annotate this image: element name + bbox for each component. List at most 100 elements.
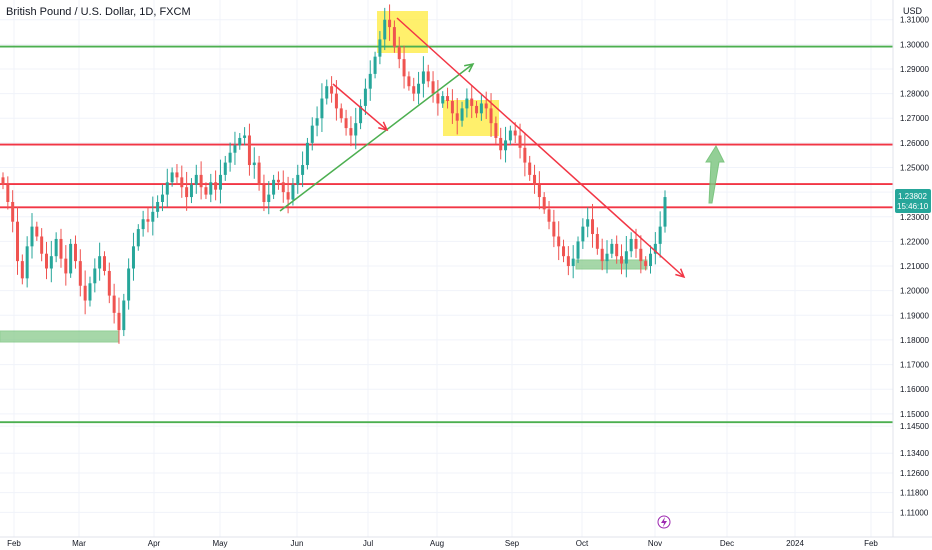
downtrend-arrow (396, 17, 685, 278)
candle-body (649, 253, 653, 267)
candle-body (528, 162, 532, 175)
candle-body (276, 179, 280, 183)
candle-body (15, 221, 19, 262)
target-up-arrow (705, 144, 725, 204)
candle-body (175, 172, 179, 178)
candle-body (412, 86, 416, 94)
candle-body (494, 123, 498, 138)
downtrend-arrow-head (675, 268, 686, 279)
candle-body (320, 98, 324, 119)
candle-body (93, 268, 97, 284)
candle-body (576, 241, 580, 259)
candle-body (629, 238, 633, 252)
candle-body (54, 238, 58, 257)
candle-body (518, 135, 522, 148)
y-tick-label: 1.21000 (900, 262, 929, 271)
candle-body (267, 194, 271, 202)
candle-body (204, 187, 208, 195)
y-tick-label: 1.25000 (900, 164, 929, 173)
x-tick-label: Sep (505, 539, 520, 548)
candle-body (209, 182, 213, 195)
candle-body (59, 238, 63, 259)
candle-body (344, 118, 348, 129)
grid (0, 0, 893, 537)
y-tick-label: 1.26000 (900, 139, 929, 148)
candle-body (6, 184, 10, 202)
candle-body (151, 211, 155, 222)
candle-body (397, 46, 401, 60)
candle-body (634, 238, 638, 249)
candle-body (73, 243, 77, 262)
candle-body (484, 103, 488, 109)
candle-body (40, 236, 44, 254)
support-zone-green (0, 330, 120, 343)
candle-body (315, 118, 319, 126)
candle-body (310, 125, 314, 143)
countdown-label: 15:46:10 (897, 202, 929, 211)
candle-body (475, 105, 479, 114)
candle-body (620, 256, 624, 264)
y-tick-label: 1.14500 (900, 422, 929, 431)
candle-body (639, 248, 643, 262)
time-axis: Feb Mar Apr May Jun Jul Aug Sep Oct Nov Dec 2024 Feb (0, 515, 932, 548)
candle-body (262, 184, 266, 202)
x-tick-label: May (212, 539, 227, 548)
candle-body (330, 86, 334, 94)
y-tick-label: 1.27000 (900, 114, 929, 123)
y-tick-label: 1.16000 (900, 385, 929, 394)
candle-body (127, 268, 131, 301)
candle-body (470, 98, 474, 106)
candle-body (252, 162, 256, 166)
candle-body (69, 243, 73, 274)
y-tick-label: 1.18000 (900, 336, 929, 345)
candle-body (223, 162, 227, 175)
y-tick-label: 1.11800 (900, 489, 929, 498)
candle-body (243, 135, 247, 138)
candle-body (301, 165, 305, 175)
candle-body (653, 243, 657, 254)
candle-body (156, 201, 160, 212)
candle-body (141, 219, 145, 230)
candle-body (325, 86, 329, 99)
x-tick-label: Feb (7, 539, 21, 548)
candle-body (349, 128, 353, 136)
candle-body (407, 76, 411, 87)
pullback-arrow-head (378, 121, 389, 132)
y-tick-label: 1.31000 (900, 16, 929, 25)
symbol-title: British Pound / U.S. Dollar, 1D, FXCM (6, 6, 191, 18)
pullback-arrow (332, 83, 388, 131)
candle-body (402, 59, 406, 77)
candle-body (117, 312, 121, 331)
candle-body (431, 81, 435, 94)
candle-body (199, 174, 203, 188)
y-tick-label: 1.29000 (900, 65, 929, 74)
candle-body (417, 83, 421, 94)
trendlines (279, 17, 725, 279)
y-tick-label: 1.12600 (900, 469, 929, 478)
candle-body (49, 256, 53, 269)
candle-body (107, 270, 111, 296)
y-tick-label: 1.30000 (900, 40, 929, 49)
candle-body (359, 105, 363, 124)
candle-body (233, 145, 237, 153)
candle-body (185, 187, 189, 198)
price-axis-bg (893, 0, 932, 550)
candle-body (146, 219, 150, 222)
candle-body (102, 256, 106, 271)
candle-body (363, 88, 367, 106)
candle-body (35, 226, 39, 237)
y-tick-label: 1.17000 (900, 361, 929, 370)
candle-body (78, 261, 82, 286)
candle-body (450, 100, 454, 114)
x-tick-label: Jun (291, 539, 304, 548)
candle-body (131, 246, 135, 269)
candle-body (581, 226, 585, 242)
x-tick-label: Apr (148, 539, 161, 548)
highlight-zones (0, 11, 648, 343)
candle-body (281, 182, 285, 193)
x-tick-label: 2024 (786, 539, 804, 548)
x-tick-label: Feb (864, 539, 878, 548)
candle-body (214, 182, 218, 190)
candle-body (571, 258, 575, 267)
